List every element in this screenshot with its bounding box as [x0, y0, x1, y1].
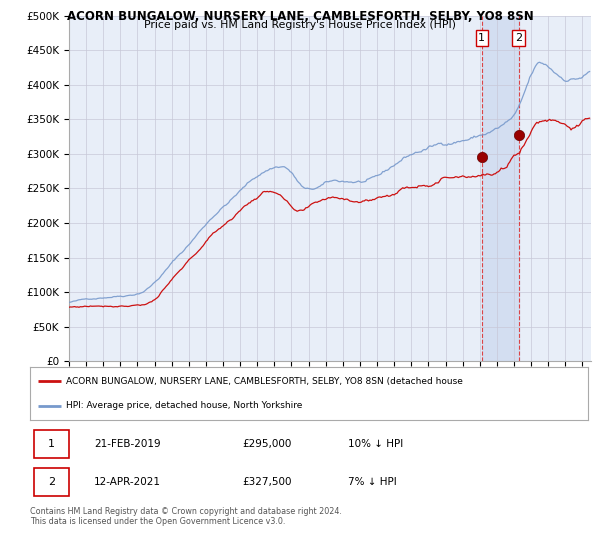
Text: 2: 2	[48, 477, 55, 487]
Text: Price paid vs. HM Land Registry's House Price Index (HPI): Price paid vs. HM Land Registry's House …	[144, 20, 456, 30]
Bar	[482, 16, 518, 361]
Text: Contains HM Land Registry data © Crown copyright and database right 2024.
This d: Contains HM Land Registry data © Crown c…	[30, 507, 342, 526]
Text: ACORN BUNGALOW, NURSERY LANE, CAMBLESFORTH, SELBY, YO8 8SN: ACORN BUNGALOW, NURSERY LANE, CAMBLESFOR…	[67, 10, 533, 22]
Point	[514, 130, 523, 139]
FancyBboxPatch shape	[34, 468, 69, 496]
Text: £295,000: £295,000	[242, 439, 292, 449]
Text: ACORN BUNGALOW, NURSERY LANE, CAMBLESFORTH, SELBY, YO8 8SN (detached house: ACORN BUNGALOW, NURSERY LANE, CAMBLESFOR…	[66, 377, 463, 386]
Text: £327,500: £327,500	[242, 477, 292, 487]
Text: 1: 1	[48, 439, 55, 449]
Text: 10% ↓ HPI: 10% ↓ HPI	[348, 439, 403, 449]
Text: 12-APR-2021: 12-APR-2021	[94, 477, 161, 487]
Text: 1: 1	[478, 33, 485, 43]
FancyBboxPatch shape	[34, 430, 69, 458]
Text: 7% ↓ HPI: 7% ↓ HPI	[348, 477, 397, 487]
Text: 2: 2	[515, 33, 522, 43]
Point	[477, 153, 487, 162]
Text: HPI: Average price, detached house, North Yorkshire: HPI: Average price, detached house, Nort…	[66, 401, 302, 410]
Text: 21-FEB-2019: 21-FEB-2019	[94, 439, 161, 449]
